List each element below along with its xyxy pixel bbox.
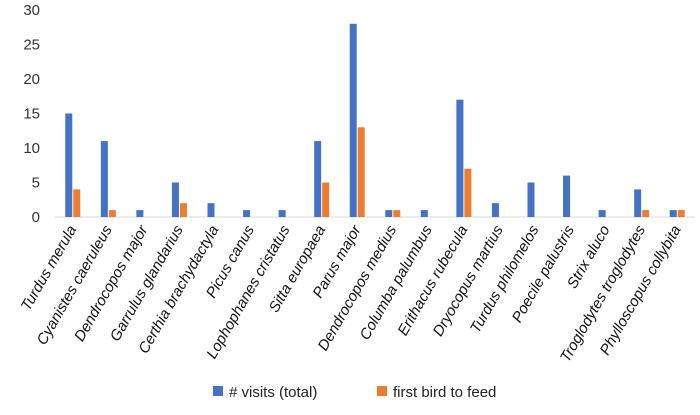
y-tick-label: 5 [32, 175, 40, 192]
y-tick-label: 10 [23, 140, 40, 157]
bar-visits-total [491, 203, 499, 217]
bar-visits-total [385, 210, 393, 217]
bar-visits-total [100, 141, 108, 217]
legend: # visits (total) first bird to feed [213, 384, 496, 401]
bar-visits-total [136, 210, 144, 217]
y-tick-label: 25 [23, 37, 40, 54]
y-tick-label: 30 [23, 2, 40, 19]
bar-first-bird-to-feed [393, 210, 401, 217]
bar-visits-total [563, 175, 571, 217]
bar-visits-total [634, 189, 642, 217]
bar-visits-total [456, 99, 464, 217]
legend-swatch [213, 386, 223, 396]
bar-first-bird-to-feed [73, 189, 81, 217]
y-tick-label: 20 [23, 71, 40, 88]
legend-label: # visits (total) [229, 384, 317, 401]
y-tick-label: 0 [32, 209, 40, 226]
legend-label: first bird to feed [393, 384, 496, 401]
bar-visits-total [527, 182, 535, 217]
bar-visits-total [278, 210, 286, 217]
bar-first-bird-to-feed [179, 203, 187, 217]
bar-first-bird-to-feed [677, 210, 685, 217]
bar-visits-total [598, 210, 606, 217]
bar-first-bird-to-feed [464, 168, 472, 217]
y-axis-ticks: 0 5 10 15 20 25 30 [23, 2, 40, 226]
bar-visits-total [349, 23, 357, 217]
bars [65, 23, 685, 217]
bar-visits-total [207, 203, 215, 217]
bar-first-bird-to-feed [357, 127, 365, 217]
bar-first-bird-to-feed [108, 210, 116, 217]
legend-swatch [377, 386, 387, 396]
bar-visits-total [420, 210, 428, 217]
bar-visits-total [314, 141, 322, 217]
bar-visits-total [669, 210, 677, 217]
bar-visits-total [243, 210, 251, 217]
bar-visits-total [65, 113, 73, 217]
bar-visits-total [171, 182, 179, 217]
bar-first-bird-to-feed [322, 182, 330, 217]
y-tick-label: 15 [23, 106, 40, 123]
bar-first-bird-to-feed [642, 210, 650, 217]
